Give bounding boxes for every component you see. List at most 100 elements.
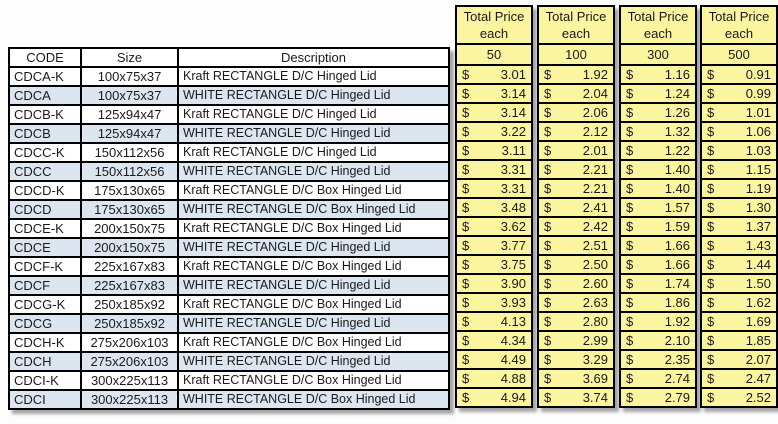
price-cell: $ 1.15 [700, 159, 778, 180]
description-cell: WHITE RECTANGLE D/C Hinged Lid [177, 123, 450, 144]
currency-symbol: $ [707, 105, 715, 120]
price-value: 0.91 [745, 67, 771, 82]
price-value: 1.59 [664, 219, 690, 234]
price-cell: $ 2.74 [619, 368, 697, 389]
price-value: 1.19 [745, 181, 771, 196]
price-value: 1.86 [664, 295, 690, 310]
total-price-line1: Total Price [463, 9, 525, 24]
price-value: 1.30 [745, 200, 771, 215]
code-cell: CDCD-K [8, 180, 82, 201]
price-value: 2.04 [582, 86, 608, 101]
size-cell: 300x225x113 [80, 370, 179, 391]
currency-symbol: $ [544, 200, 552, 215]
price-cell: $ 2.01 [537, 140, 615, 161]
price-cell: $ 1.06 [700, 121, 778, 142]
currency-symbol: $ [462, 314, 470, 329]
currency-symbol: $ [707, 86, 715, 101]
price-row: $ 1.19 [700, 178, 778, 199]
price-cell: $ 1.62 [700, 292, 778, 313]
total-price-line2: each [724, 26, 754, 41]
price-row: $ 3.48 [455, 197, 533, 218]
price-value: 3.48 [500, 200, 526, 215]
price-cell: $ 2.06 [537, 102, 615, 123]
price-cell: $ 1.03 [700, 140, 778, 161]
price-row: $ 1.30 [700, 197, 778, 218]
price-row: $ 4.49 [455, 349, 533, 370]
price-value: 3.62 [500, 219, 526, 234]
price-cell: $ 2.52 [700, 387, 778, 408]
price-row: $ 2.21 [537, 159, 615, 180]
price-cell: $ 2.60 [537, 273, 615, 294]
currency-symbol: $ [707, 143, 715, 158]
code-cell: CDCG-K [8, 294, 82, 315]
table-row: CDCD 175x130x65 WHITE RECTANGLE D/C Box … [8, 199, 450, 220]
table-row: CDCG 250x185x92 WHITE RECTANGLE D/C Hing… [8, 313, 450, 334]
price-row: $ 3.69 [537, 368, 615, 389]
product-table: CODE Size Description CDCA-K 100x75x37 K… [8, 47, 450, 410]
price-cell: $ 4.88 [455, 368, 533, 389]
price-row: $ 1.22 [619, 140, 697, 161]
price-row: $ 4.13 [455, 311, 533, 332]
price-value: 3.93 [500, 295, 526, 310]
currency-symbol: $ [707, 162, 715, 177]
price-cell: $ 2.07 [700, 349, 778, 370]
price-cell: $ 1.01 [700, 102, 778, 123]
description-column-header: Description [177, 47, 450, 68]
size-cell: 250x185x92 [80, 294, 179, 315]
price-value: 2.60 [582, 276, 608, 291]
currency-symbol: $ [626, 390, 634, 405]
price-value: 3.22 [500, 124, 526, 139]
total-price-header: Total Price each [700, 5, 778, 45]
price-row: $ 4.34 [455, 330, 533, 351]
currency-symbol: $ [544, 352, 552, 367]
price-cell: $ 4.49 [455, 349, 533, 370]
currency-symbol: $ [462, 67, 470, 82]
size-cell: 175x130x65 [80, 199, 179, 220]
currency-symbol: $ [707, 238, 715, 253]
currency-symbol: $ [544, 314, 552, 329]
price-cell: $ 1.86 [619, 292, 697, 313]
price-value: 3.31 [500, 181, 526, 196]
price-row: $ 3.31 [455, 178, 533, 199]
price-cell: $ 1.50 [700, 273, 778, 294]
currency-symbol: $ [707, 371, 715, 386]
price-cell: $ 2.10 [619, 330, 697, 351]
price-cell: $ 0.91 [700, 64, 778, 85]
code-cell: CDCB [8, 123, 82, 144]
price-value: 2.63 [582, 295, 608, 310]
currency-symbol: $ [462, 105, 470, 120]
price-value: 2.47 [745, 371, 771, 386]
price-cell: $ 0.99 [700, 83, 778, 104]
description-cell: Kraft RECTANGLE D/C Hinged Lid [177, 104, 450, 125]
size-cell: 200x150x75 [80, 218, 179, 239]
price-cell: $ 2.41 [537, 197, 615, 218]
currency-symbol: $ [544, 143, 552, 158]
price-cell: $ 3.14 [455, 83, 533, 104]
currency-symbol: $ [626, 105, 634, 120]
currency-symbol: $ [626, 238, 634, 253]
code-cell: CDCH-K [8, 332, 82, 353]
price-cell: $ 3.31 [455, 159, 533, 180]
currency-symbol: $ [626, 276, 634, 291]
price-value: 1.57 [664, 200, 690, 215]
currency-symbol: $ [544, 162, 552, 177]
price-row: $ 2.63 [537, 292, 615, 313]
price-value: 3.69 [582, 371, 608, 386]
price-row: $ 1.86 [619, 292, 697, 313]
price-cell: $ 3.74 [537, 387, 615, 408]
price-cell: $ 2.51 [537, 235, 615, 256]
currency-symbol: $ [462, 124, 470, 139]
price-value: 3.75 [500, 257, 526, 272]
size-cell: 225x167x83 [80, 275, 179, 296]
currency-symbol: $ [462, 200, 470, 215]
table-row: CDCA-K 100x75x37 Kraft RECTANGLE D/C Hin… [8, 66, 450, 87]
price-value: 4.34 [500, 333, 526, 348]
price-cell: $ 3.62 [455, 216, 533, 237]
price-cell: $ 1.16 [619, 64, 697, 85]
price-value: 1.01 [745, 105, 771, 120]
price-cell: $ 1.92 [619, 311, 697, 332]
code-cell: CDCB-K [8, 104, 82, 125]
price-value: 2.80 [582, 314, 608, 329]
price-cell: $ 3.11 [455, 140, 533, 161]
price-row: $ 1.43 [700, 235, 778, 256]
